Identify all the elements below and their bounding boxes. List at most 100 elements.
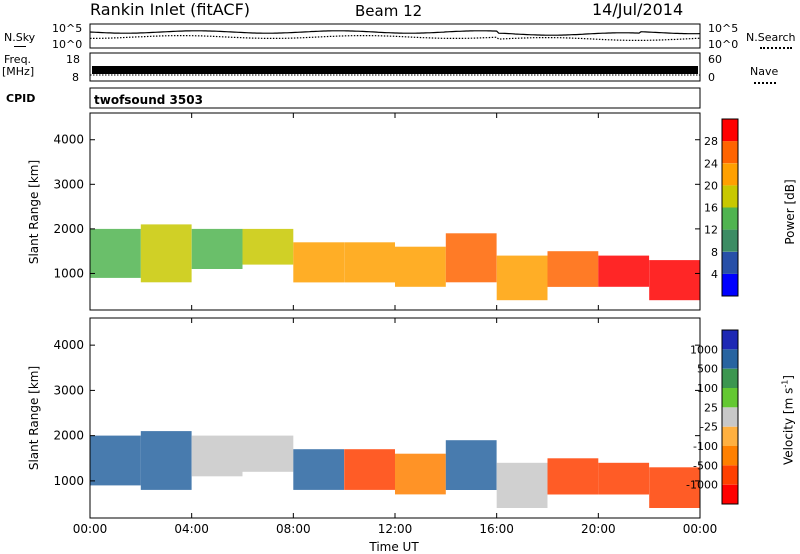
velocity-cell — [90, 435, 141, 486]
power-cell — [293, 242, 345, 283]
power-colorbar-tick: 4 — [711, 268, 718, 281]
y-tick-label: 3000 — [53, 383, 84, 397]
noise-left-tick-top: 10^5 — [52, 22, 83, 35]
noise-search-label: N.Search — [746, 31, 796, 44]
noise-left-tick-bottom: 10^0 — [52, 38, 83, 51]
y-tick-label: 2000 — [53, 429, 84, 443]
velocity-colorbar-tick: -100 — [693, 440, 718, 453]
power-cells — [90, 224, 700, 301]
cpid-label: CPID — [6, 92, 36, 105]
power-colorbar-tick: 20 — [704, 179, 718, 192]
y-tick-label: 2000 — [53, 222, 84, 236]
power-cell — [344, 242, 395, 283]
nave-label: Nave — [750, 65, 779, 78]
velocity-colorbar-swatch — [722, 484, 738, 504]
power-cell — [649, 260, 700, 301]
velocity-colorbar-tick: 1000 — [690, 343, 718, 356]
power-colorbar-swatch — [722, 185, 738, 208]
power-colorbar-swatch — [722, 229, 738, 252]
x-tick-label: 08:00 — [276, 522, 311, 536]
power-colorbar-tick: 24 — [704, 157, 718, 170]
velocity-colorbar-frame — [721, 329, 739, 505]
power-cell — [90, 228, 141, 278]
power-colorbar-tick: 16 — [704, 202, 718, 215]
cpid-panel-frame — [89, 87, 701, 109]
velocity-colorbar-tick: 25 — [704, 401, 718, 414]
velocity-cell — [598, 462, 650, 495]
power-colorbar-swatch — [722, 207, 738, 230]
velocity-colorbar-tick: -1000 — [686, 479, 718, 492]
velocity-cell — [496, 462, 548, 508]
velocity-colorbar-swatch — [722, 407, 738, 427]
x-tick-label: 00:00 — [73, 522, 108, 536]
velocity-colorbar-tick: -25 — [700, 421, 718, 434]
velocity-colorbar-tick: 500 — [697, 363, 718, 376]
noise-search-trace — [90, 35, 701, 41]
power-cell — [395, 246, 446, 287]
power-cell — [140, 224, 192, 283]
power-colorbar-swatch — [722, 163, 738, 186]
nave-tick-bottom: 0 — [708, 71, 715, 84]
velocity-cell — [140, 431, 192, 490]
y-tick-label: 4000 — [53, 133, 84, 147]
power-cell — [598, 255, 650, 287]
power-cell — [547, 251, 599, 287]
y-tick-label: 1000 — [53, 266, 84, 280]
power-cell — [242, 228, 294, 265]
velocity-cell — [242, 435, 294, 472]
noise-sky-legend-line — [14, 46, 26, 47]
freq-panel-frame — [89, 52, 701, 82]
power-colorbar-swatch — [722, 273, 738, 296]
velocity-colorbar-swatch — [722, 426, 738, 446]
power-colorbar-frame — [721, 118, 739, 297]
x-tick-label: 00:00 — [683, 522, 718, 536]
velocity-cell — [649, 467, 700, 508]
velocity-colorbar-swatch — [722, 388, 738, 408]
noise-right-tick-top: 10^5 — [708, 22, 739, 35]
y-tick-label: 4000 — [53, 338, 84, 352]
freq-label: Freq. — [4, 53, 32, 66]
power-colorbar-swatch — [722, 141, 738, 164]
power-colorbar-swatch — [722, 251, 738, 274]
nave-legend-line — [754, 82, 776, 84]
nave-tick-top: 60 — [708, 53, 722, 66]
x-tick-label: 12:00 — [378, 522, 413, 536]
velocity-colorbar-tick: -500 — [693, 459, 718, 472]
power-colorbar-swatch — [722, 119, 738, 142]
velocity-cell — [293, 449, 345, 490]
power-colorbar-tick: 8 — [711, 246, 718, 259]
y-tick-label: 3000 — [53, 177, 84, 191]
velocity-cells — [90, 431, 700, 508]
x-tick-label: 20:00 — [581, 522, 616, 536]
power-colorbar-tick: 12 — [704, 224, 718, 237]
noise-sky-trace — [89, 30, 701, 36]
freq-tick-top: 18 — [66, 53, 80, 66]
velocity-cell — [547, 458, 599, 495]
velocity-colorbar-swatch — [722, 368, 738, 388]
velocity-colorbar-swatch — [722, 330, 738, 350]
power-cell — [191, 228, 243, 269]
velocity-cell — [344, 449, 395, 490]
freq-tick-bottom: 8 — [72, 71, 79, 84]
power-cell — [496, 255, 548, 301]
x-tick-label: 04:00 — [174, 522, 209, 536]
x-axis-label: Time UT — [369, 540, 419, 554]
velocity-colorbar-swatch — [722, 349, 738, 369]
freq-unit-label: [MHz] — [2, 65, 35, 78]
power-cell — [445, 233, 497, 283]
noise-right-tick-bottom: 10^0 — [708, 38, 739, 51]
noise-search-legend-line — [760, 47, 792, 49]
x-tick-label: 16:00 — [479, 522, 514, 536]
velocity-cell — [445, 440, 497, 490]
freq-trace — [92, 66, 698, 74]
station-title: Rankin Inlet (fitACF) — [90, 0, 251, 19]
velocity-colorbar-swatch — [722, 446, 738, 466]
power-colorbar-tick: 28 — [704, 135, 718, 148]
velocity-colorbar-swatch — [722, 465, 738, 485]
noise-panel-frame — [89, 23, 701, 49]
date-label: 14/Jul/2014 — [592, 0, 684, 19]
beam-label: Beam 12 — [355, 2, 423, 20]
cpid-program: twofsound 3503 — [94, 93, 203, 107]
velocity-cell — [191, 435, 243, 477]
